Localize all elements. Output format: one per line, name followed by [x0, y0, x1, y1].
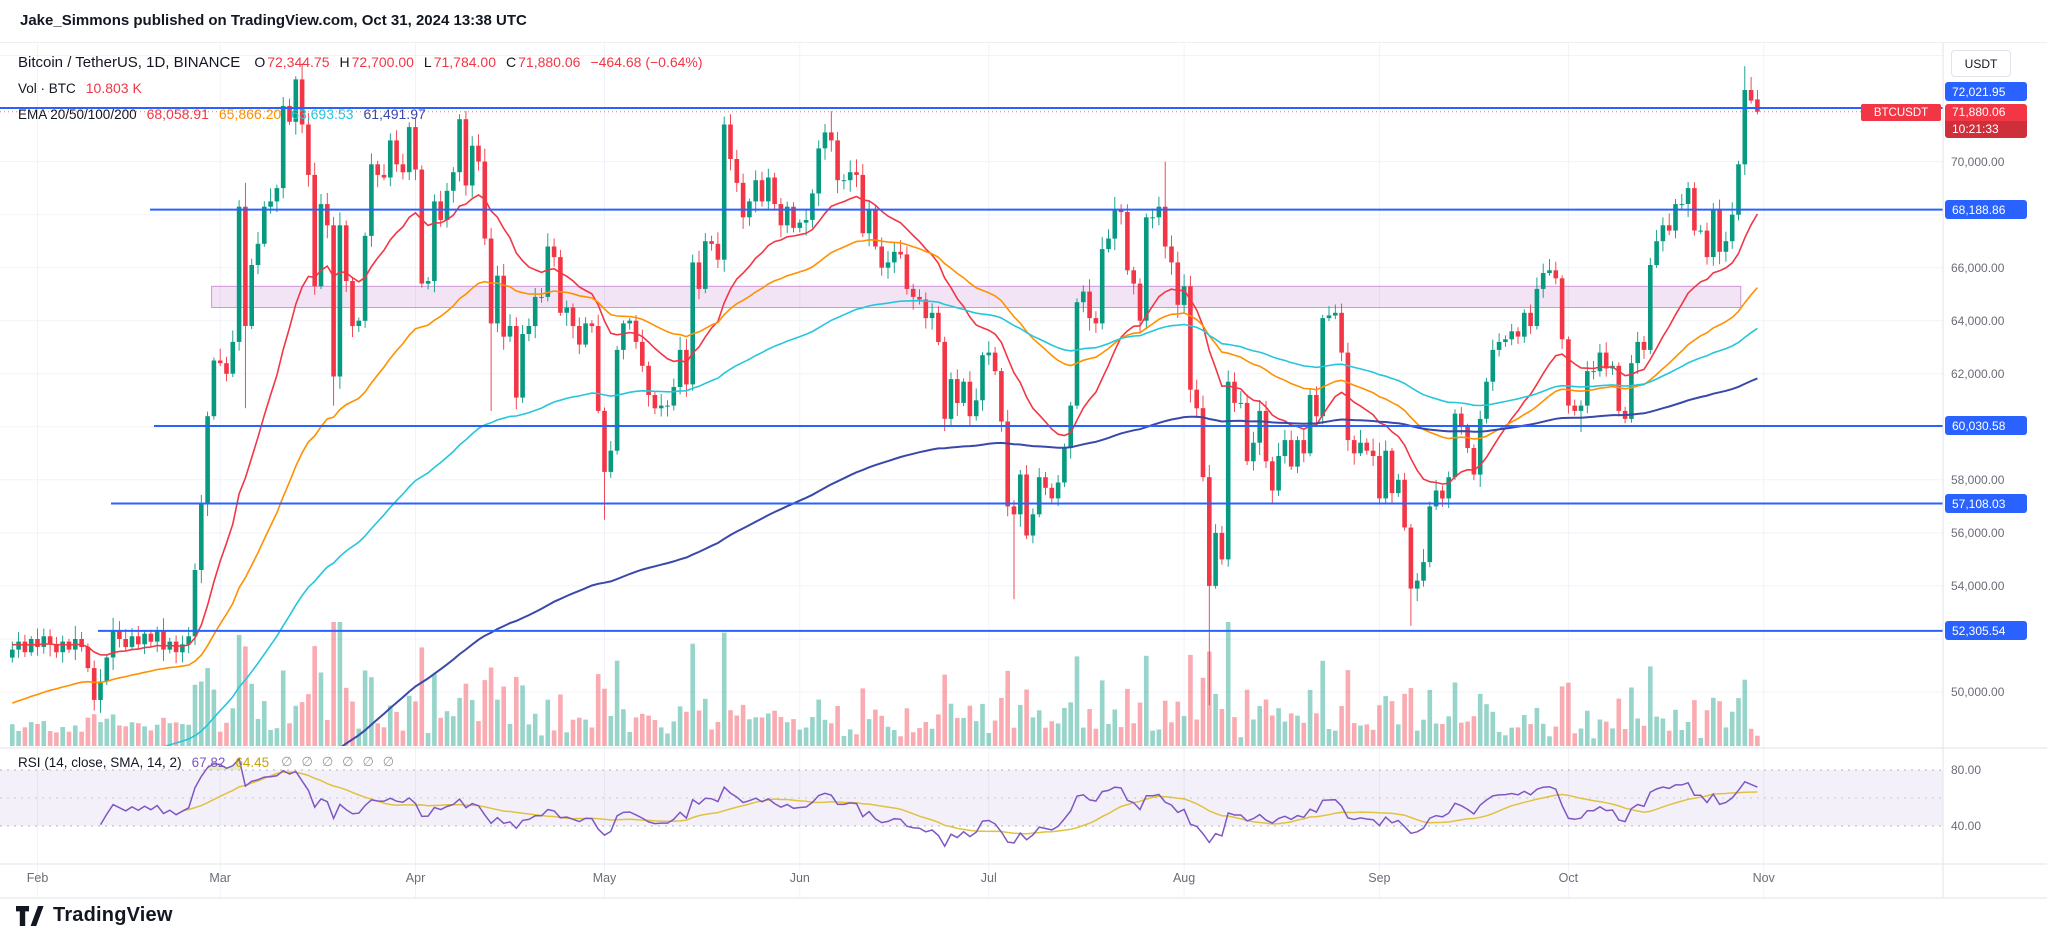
symbol-title[interactable]: Bitcoin / TetherUS, 1D, BINANCE: [18, 53, 241, 71]
time-axis-label: May: [592, 871, 617, 885]
price-axis-tick: 50,000.00: [1951, 685, 2005, 699]
price-level-badge[interactable]: 60,030.58: [1945, 416, 2027, 436]
ohlc-open-value: 72,344.75: [267, 54, 330, 70]
time-axis-label: Jul: [980, 871, 997, 885]
price-level-badge[interactable]: 68,188.86: [1945, 200, 2027, 220]
ohlc-high-value: 72,700.00: [351, 54, 414, 70]
volume-label[interactable]: Vol · BTC: [18, 80, 76, 96]
ohlc-close-value: 71,880.06: [518, 54, 581, 70]
rsi-empty-values: ∅ ∅ ∅ ∅ ∅ ∅: [281, 754, 403, 770]
axis-unit-label: USDT: [1964, 56, 1998, 71]
price-axis-tick: 64,000.00: [1951, 313, 2005, 328]
time-axis-label: Sep: [1368, 871, 1391, 885]
highlight-zone[interactable]: [211, 285, 1742, 309]
tradingview-wordmark: TradingView: [53, 904, 173, 926]
ohlc-close-label: C: [506, 54, 517, 70]
axis-unit-box: USDT: [1951, 50, 2011, 77]
rsi-empty-value: ∅: [321, 754, 334, 769]
ema200-value: 61,491.97: [363, 106, 426, 122]
ema-row: EMA 20/50/100/200 68,058.91 65,866.20 63…: [18, 101, 713, 127]
pane-borders: [0, 43, 2047, 899]
tradingview-brand[interactable]: TradingView: [16, 904, 173, 927]
ohlc-open-label: O: [254, 54, 266, 70]
rsi-empty-value: ∅: [301, 754, 313, 769]
time-axis-label: Oct: [1558, 871, 1579, 885]
price-axis-tick: 54,000.00: [1951, 578, 2005, 593]
price-axis-tick: 56,000.00: [1951, 525, 2005, 540]
time-axis-label: Feb: [26, 871, 49, 885]
symbol-price-tag-label: BTCUSDT: [1873, 106, 1929, 119]
rsi-empty-value: ∅: [382, 754, 395, 769]
ema50-value: 65,866.20: [218, 106, 282, 122]
ema-label[interactable]: EMA 20/50/100/200: [18, 106, 137, 122]
rsi-axis-tick: 80.00: [1951, 763, 1982, 777]
tradingview-logo-icon: [16, 905, 44, 926]
last-price-badge: 71,880.06 10:21:33: [1945, 104, 2027, 138]
price-level-badge[interactable]: 57,108.03: [1945, 494, 2027, 513]
rsi-legend: RSI (14, close, SMA, 14, 2) 67.82 64.45 …: [18, 751, 403, 773]
price-axis-tick: 58,000.00: [1951, 472, 2005, 487]
volume-value: 10.803 K: [85, 80, 142, 96]
time-axis-label: Aug: [1172, 871, 1196, 885]
rsi-axis-tick: 40.00: [1951, 819, 1982, 833]
volume-bars: [10, 622, 1760, 746]
symbol-row: Bitcoin / TetherUS, 1D, BINANCE O 72,344…: [18, 49, 713, 75]
price-axis-tick: 66,000.00: [1951, 260, 2005, 275]
ohlc-high-label: H: [339, 54, 350, 70]
ohlc-low-label: L: [423, 54, 432, 70]
rsi-pane[interactable]: [0, 757, 1943, 848]
symbol-price-tag: BTCUSDT: [1861, 104, 1941, 121]
rsi-empty-value: ∅: [362, 754, 374, 769]
time-axis-label: Apr: [405, 871, 426, 885]
price-level-badge[interactable]: 52,305.54: [1945, 621, 2027, 641]
chart-root: Bitcoin / TetherUS, 1D, BINANCE O 72,344…: [0, 43, 2047, 945]
rsi-value: 67.82: [191, 754, 226, 770]
price-axis-tick: 62,000.00: [1951, 366, 2005, 381]
ema100-value: 63,693.53: [291, 106, 354, 122]
chart-canvas[interactable]: [0, 43, 2047, 945]
price-level-lines[interactable]: [0, 107, 1943, 632]
rsi-empty-value: ∅: [281, 754, 293, 769]
ema20-value: 68,058.91: [146, 106, 209, 122]
rsi-label[interactable]: RSI (14, close, SMA, 14, 2): [18, 754, 182, 770]
last-price-value: 71,880.06: [1952, 105, 2006, 119]
share-byline: Jake_Simmons published on TradingView.co…: [20, 12, 527, 29]
price-axis-tick: 70,000.00: [1951, 154, 2005, 169]
ohlc-low-value: 71,784.00: [433, 54, 497, 70]
time-axis-label: Jun: [789, 871, 810, 885]
volume-row: Vol · BTC 10.803 K: [18, 75, 713, 101]
change-value: −464.68 (−0.64%): [590, 54, 703, 70]
rsi-empty-value: ∅: [342, 754, 354, 769]
share-header: Jake_Simmons published on TradingView.co…: [0, 0, 2047, 43]
ema-lines: [12, 194, 1759, 746]
time-axis-label: Nov: [1752, 871, 1775, 885]
bar-countdown: 10:21:33: [1945, 121, 2027, 138]
rsi-ma-value: 64.45: [235, 754, 270, 770]
time-axis-label: Mar: [209, 871, 231, 885]
price-level-badge[interactable]: 72,021.95: [1945, 82, 2027, 102]
main-legend: Bitcoin / TetherUS, 1D, BINANCE O 72,344…: [18, 49, 713, 127]
